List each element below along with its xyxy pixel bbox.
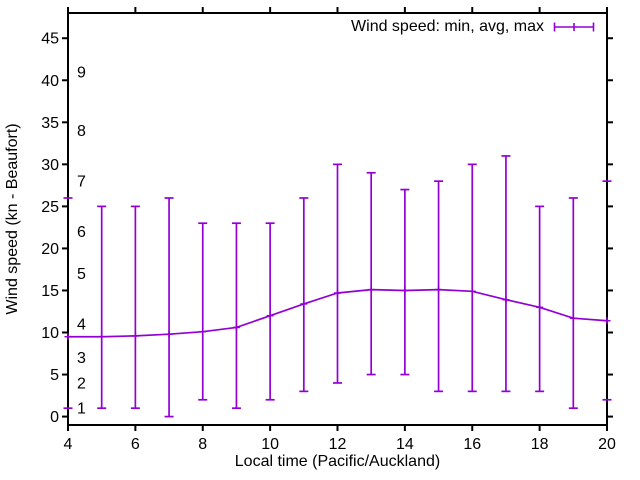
beaufort-label: 6 [77, 224, 86, 241]
y-tick-label: 0 [50, 409, 59, 426]
y-tick-label: 40 [41, 73, 59, 90]
beaufort-label: 5 [77, 266, 86, 283]
beaufort-label: 8 [77, 123, 86, 140]
legend: Wind speed: min, avg, max [351, 18, 595, 36]
avg-markers [64, 286, 611, 341]
plot-border [67, 12, 608, 426]
x-tick-label: 18 [531, 436, 549, 453]
beaufort-scale-labels: 1 2 3 4 5 6 7 8 9 [77, 64, 86, 417]
y-tick-label: 5 [50, 367, 59, 384]
beaufort-label: 7 [77, 174, 86, 191]
beaufort-label: 4 [77, 317, 86, 334]
errorbar-sample-icon [553, 22, 595, 32]
y-tick-label: 35 [41, 115, 59, 132]
y-tick-label: 45 [41, 31, 59, 48]
x-axis-title: Local time (Pacific/Auckland) [234, 453, 441, 470]
x-tick-label: 10 [261, 436, 279, 453]
y-axis-title: Wind speed (kn - Beaufort) [4, 123, 21, 315]
y-tick-label: 20 [41, 241, 59, 258]
y-tick-label: 10 [41, 325, 59, 342]
y-tick-label: 30 [41, 157, 59, 174]
x-tick-label: 6 [131, 436, 140, 453]
error-bars [63, 155, 612, 418]
beaufort-label: 2 [77, 375, 86, 392]
x-tick-label: 20 [598, 436, 616, 453]
x-tick-label: 16 [463, 436, 481, 453]
x-tick-label: 4 [64, 436, 73, 453]
y-tick-label: 25 [41, 199, 59, 216]
x-tick-label: 8 [198, 436, 207, 453]
x-tick-label: 12 [329, 436, 347, 453]
legend-label: Wind speed: min, avg, max [351, 18, 544, 35]
beaufort-label: 1 [77, 401, 86, 418]
beaufort-label: 9 [77, 64, 86, 81]
y-tick-label: 15 [41, 283, 59, 300]
x-tick-label: 14 [396, 436, 414, 453]
beaufort-label: 3 [77, 350, 86, 367]
